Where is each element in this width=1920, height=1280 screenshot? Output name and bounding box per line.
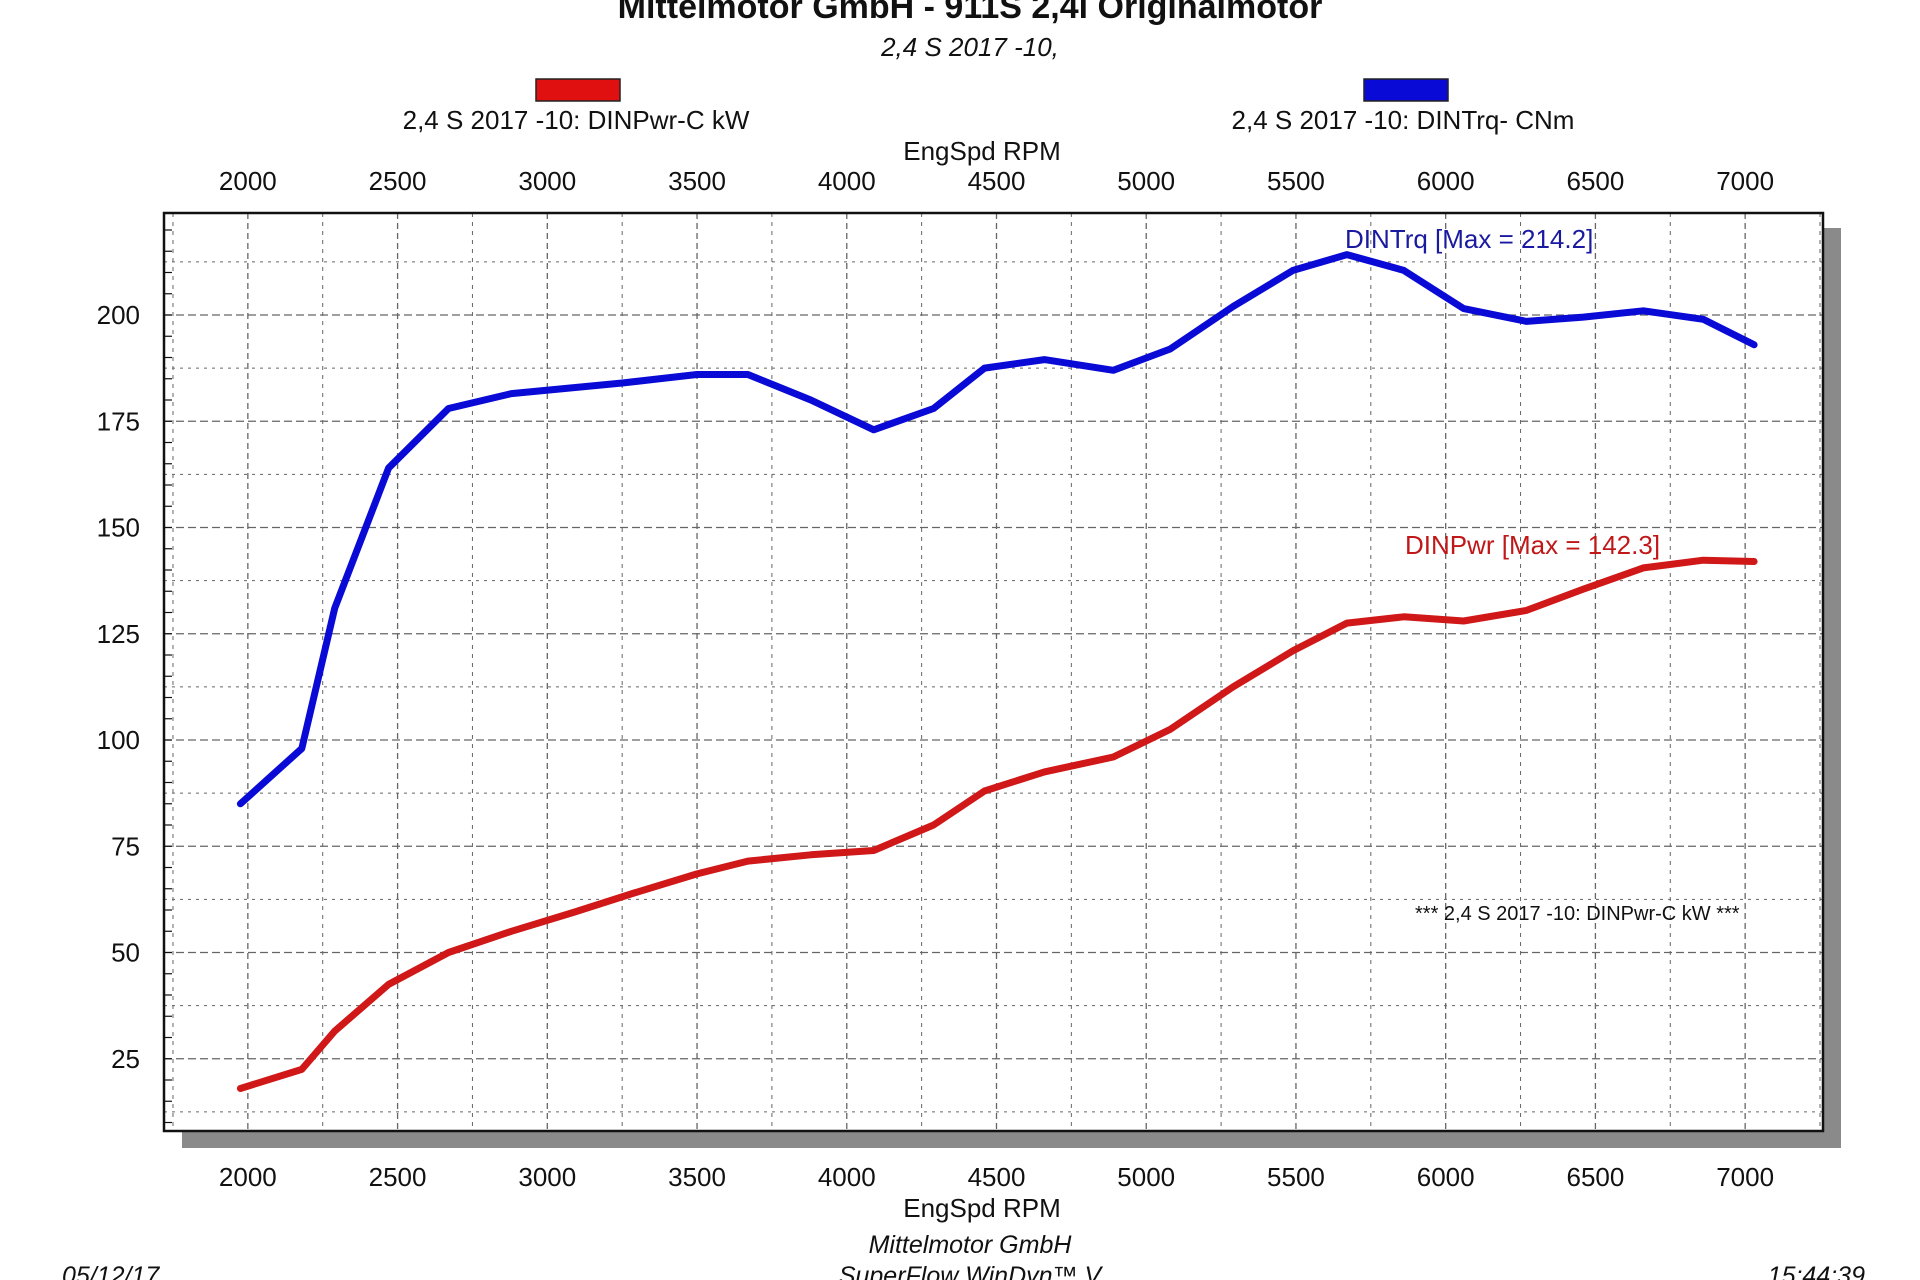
legend-swatch-torque xyxy=(1363,78,1449,102)
y-tick-label: 125 xyxy=(97,619,140,649)
x-tick-label-bottom: 2500 xyxy=(369,1162,427,1192)
x-tick-label-top: 2500 xyxy=(369,166,427,196)
x-tick-label-top: 4000 xyxy=(818,166,876,196)
legend: 2,4 S 2017 -10: DINPwr-C kW 2,4 S 2017 -… xyxy=(403,78,1575,135)
power-max-annotation: DINPwr [Max = 142.3] xyxy=(1405,530,1660,560)
x-tick-label-top: 5000 xyxy=(1117,166,1175,196)
x-tick-label-bottom: 3500 xyxy=(668,1162,726,1192)
footer-date: 05/12/17 xyxy=(62,1262,160,1280)
x-tick-label-top: 2000 xyxy=(219,166,277,196)
run-note: *** 2,4 S 2017 -10: DINPwr-C kW *** xyxy=(1415,903,1740,925)
plot-border xyxy=(162,211,1825,1133)
x-tick-label-top: 5500 xyxy=(1267,166,1325,196)
y-tick-label: 100 xyxy=(97,725,140,755)
x-tick-label-bottom: 4500 xyxy=(968,1162,1026,1192)
x-tick-label-bottom: 5500 xyxy=(1267,1162,1325,1192)
tick-labels: 2000 2000 2500 2500 3000 3000 3500 3500 4000 4000… xyxy=(97,166,1774,1192)
footer-company: Mittelmotor GmbH xyxy=(869,1231,1073,1259)
x-tick-label-bottom: 3000 xyxy=(518,1162,576,1192)
x-tick-label-top: 3000 xyxy=(518,166,576,196)
y-tick-label: 75 xyxy=(111,831,140,861)
x-tick-label-bottom: 7000 xyxy=(1716,1162,1774,1192)
x-tick-label-bottom: 2000 xyxy=(219,1162,277,1192)
y-tick-label: 200 xyxy=(97,300,140,330)
legend-label-power: 2,4 S 2017 -10: DINPwr-C kW xyxy=(403,105,750,135)
x-tick-label-bottom: 5000 xyxy=(1117,1162,1175,1192)
x-tick-label-bottom: 6000 xyxy=(1417,1162,1475,1192)
legend-swatch-power xyxy=(535,78,621,102)
x-tick-label-top: 4500 xyxy=(968,166,1026,196)
x-tick-label-top: 3500 xyxy=(668,166,726,196)
legend-label-torque: 2,4 S 2017 -10: DINTrq- CNm xyxy=(1232,105,1575,135)
series xyxy=(236,251,1758,1092)
series-line-dinpwr xyxy=(236,556,1758,1092)
footer-time: 15:44:39 xyxy=(1768,1262,1865,1280)
chart-title: Mittelmotor GmbH - 911S 2,4l Originalmot… xyxy=(618,0,1323,26)
x-tick-label-bottom: 4000 xyxy=(818,1162,876,1192)
x-tick-label-bottom: 6500 xyxy=(1566,1162,1624,1192)
x-axis-title-bottom: EngSpd RPM xyxy=(903,1193,1061,1223)
x-tick-label-top: 6000 xyxy=(1417,166,1475,196)
y-tick-label: 25 xyxy=(111,1044,140,1074)
x-tick-label-top: 7000 xyxy=(1716,166,1774,196)
plot-area xyxy=(164,213,1823,1131)
series-line-dintrq xyxy=(236,251,1758,808)
y-tick-label: 50 xyxy=(111,938,140,968)
y-tick-label: 150 xyxy=(97,513,140,543)
chart-subtitle: 2,4 S 2017 -10, xyxy=(880,32,1059,62)
x-tick-label-top: 6500 xyxy=(1566,166,1624,196)
y-tick-label: 175 xyxy=(97,406,140,436)
footer-software: SuperFlow WinDyn™ V xyxy=(839,1262,1104,1280)
x-axis-title-top: EngSpd RPM xyxy=(903,136,1061,166)
torque-max-annotation: DINTrq [Max = 214.2] xyxy=(1345,224,1593,254)
